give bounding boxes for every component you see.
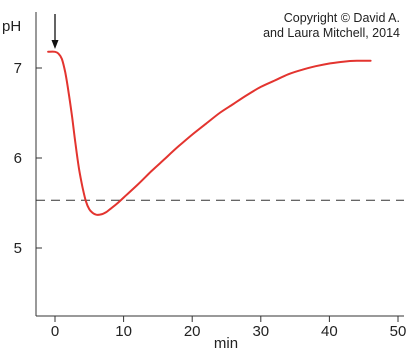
copyright-note-line-1: Copyright © David A.	[284, 11, 400, 25]
x-tick-label: 20	[184, 323, 201, 340]
series-group	[47, 50, 372, 216]
x-tick-label: 40	[321, 323, 338, 340]
y-tick-label: 7	[14, 60, 22, 77]
y-axis-label: pH	[2, 18, 21, 35]
x-tick-label: 30	[252, 323, 269, 340]
x-axis-label: min	[214, 335, 238, 352]
y-tick-label: 5	[14, 240, 22, 257]
x-tick-label: 10	[115, 323, 132, 340]
x-tick-label: 50	[390, 323, 407, 340]
axes: 0 10 20 30 40 50 5 6 7	[14, 12, 407, 340]
x-tick-label: 0	[51, 323, 59, 340]
ph-series-line	[47, 50, 372, 216]
arrow-head	[51, 40, 59, 49]
marker-group	[51, 14, 59, 49]
y-tick-label: 6	[14, 150, 22, 167]
copyright-note-line-2: and Laura Mitchell, 2014	[263, 26, 400, 40]
